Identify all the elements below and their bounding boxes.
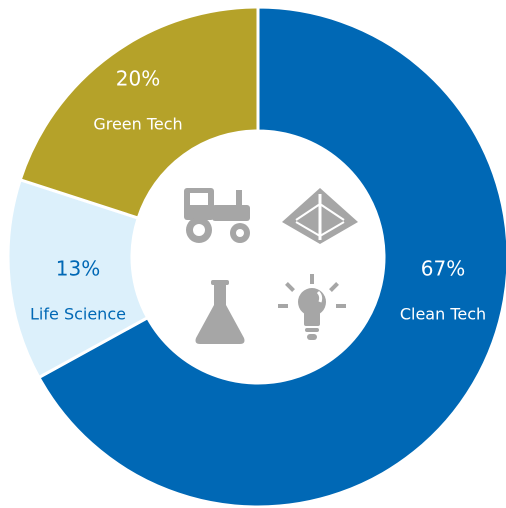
pyramid-icon — [282, 188, 358, 244]
category-label: Green Tech — [93, 115, 182, 134]
value-label: 20% — [116, 67, 160, 91]
category-label: Clean Tech — [400, 305, 486, 324]
slice — [36, 5, 506, 508]
category-label: Life Science — [30, 305, 126, 324]
value-label: 13% — [56, 257, 100, 281]
tractor-icon — [184, 188, 250, 243]
value-label: 67% — [421, 257, 465, 281]
flask-icon — [195, 280, 245, 344]
bulb-icon — [278, 274, 346, 340]
center-icons — [184, 188, 358, 344]
slice — [18, 5, 260, 220]
donut — [6, 5, 506, 508]
